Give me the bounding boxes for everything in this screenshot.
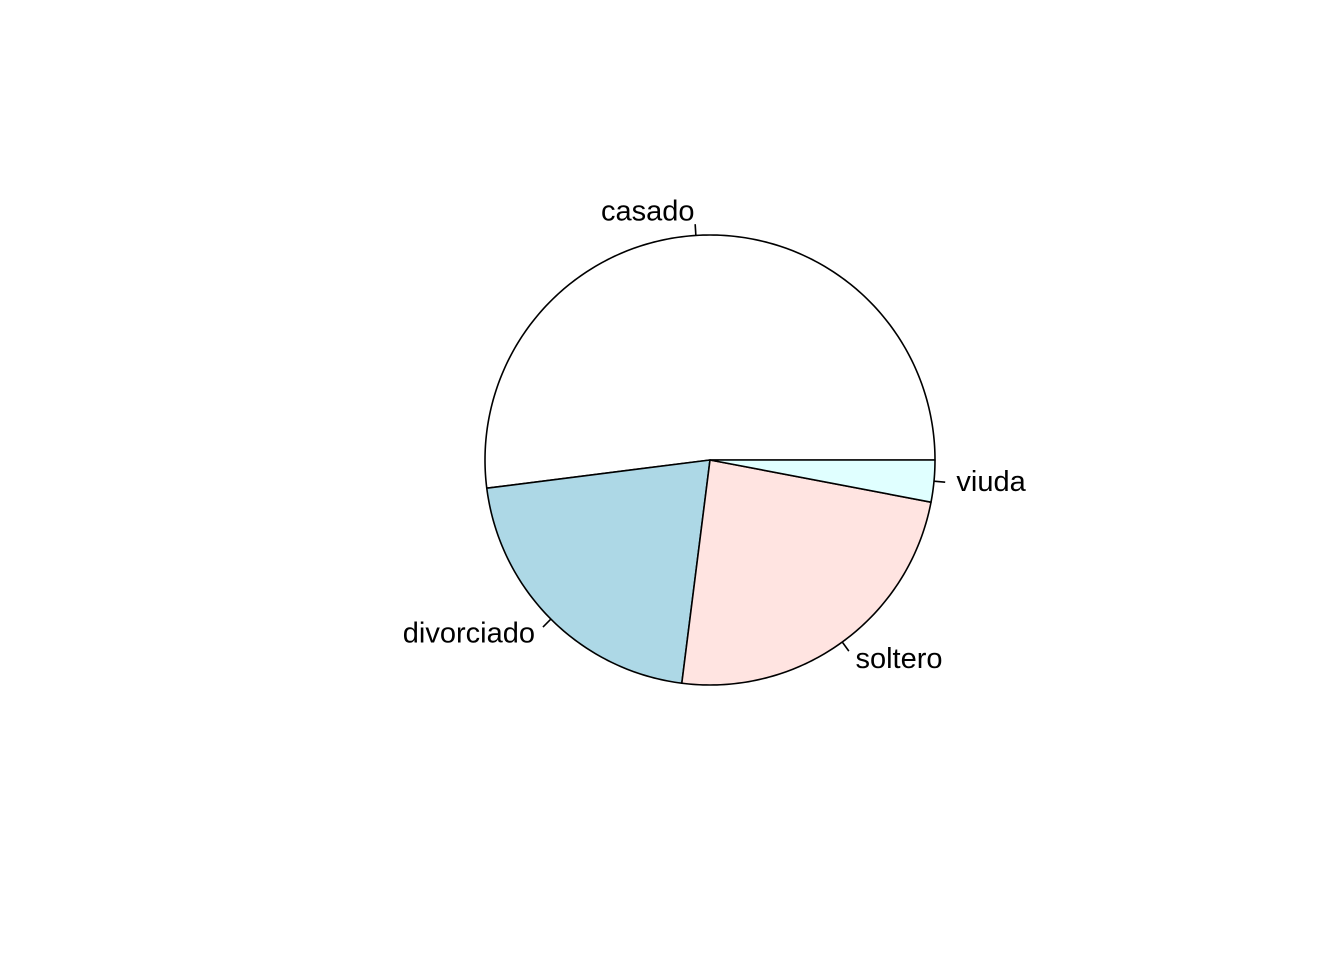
pie-tick-casado bbox=[694, 224, 697, 236]
labels-layer: casado divorciado soltero viuda bbox=[403, 196, 1027, 675]
pie-tick-divorciado bbox=[542, 618, 552, 628]
ticks-layer bbox=[542, 224, 946, 652]
pie-label-casado: casado bbox=[601, 196, 695, 228]
pie-label-soltero: soltero bbox=[855, 643, 942, 675]
pie-label-viuda: viuda bbox=[956, 466, 1026, 498]
pie-tick-viuda bbox=[933, 480, 946, 484]
pie-tick-soltero bbox=[841, 641, 850, 652]
slices-layer bbox=[484, 234, 936, 686]
pie-slice-casado bbox=[484, 234, 936, 489]
pie-label-divorciado: divorciado bbox=[403, 618, 535, 650]
pie-slice-divorciado bbox=[485, 459, 711, 685]
